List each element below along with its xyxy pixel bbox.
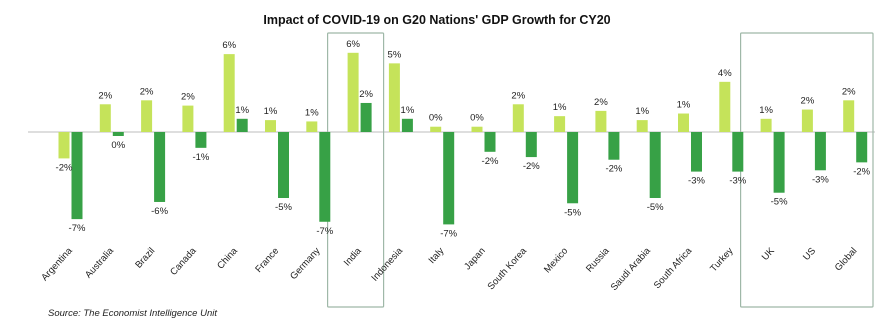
bar-global-series1 (843, 100, 855, 132)
label-south-africa-series2: -3% (688, 176, 705, 187)
label-australia-series2: 0% (111, 140, 125, 151)
label-canada-series2: -1% (192, 152, 209, 163)
bar-south-africa-series1 (678, 113, 689, 132)
bar-italy-series2 (443, 132, 455, 225)
bar-south-africa-series2 (691, 132, 702, 172)
bar-south-korea-series1 (512, 104, 524, 132)
label-indonesia-series2: 1% (401, 105, 415, 116)
label-south-africa-series1: 1% (677, 100, 691, 111)
bar-china-series2 (236, 118, 248, 132)
label-china-series1: 6% (222, 40, 236, 51)
bar-italy-series1 (430, 126, 442, 132)
bar-russia-series1 (595, 110, 607, 132)
label-turkey-series1: 4% (718, 68, 732, 79)
bar-france-series1 (265, 120, 276, 132)
bar-us-series1 (801, 109, 813, 132)
label-china-series2: 1% (235, 105, 249, 116)
label-russia-series1: 2% (594, 97, 608, 108)
bar-uk-series2 (773, 132, 785, 193)
bar-global-series2 (856, 132, 868, 163)
label-canada-series1: 2% (181, 92, 195, 103)
bar-indonesia-series2 (401, 118, 413, 132)
bar-brazil-series1 (141, 100, 153, 132)
label-global-series1: 2% (842, 86, 856, 97)
label-germany-series2: -7% (316, 226, 333, 237)
label-brazil-series2: -6% (151, 206, 168, 217)
bar-india-series1 (347, 52, 359, 132)
label-mexico-series2: -5% (564, 207, 581, 218)
label-russia-series2: -2% (605, 164, 622, 175)
bar-south-korea-series2 (525, 132, 537, 158)
bar-turkey-series1 (719, 81, 731, 132)
bar-germany-series2 (319, 132, 331, 222)
bar-uk-series1 (760, 118, 772, 132)
label-south-korea-series2: -2% (523, 161, 540, 172)
bar-china-series1 (223, 54, 235, 133)
label-italy-series1: 0% (429, 113, 443, 124)
label-france-series1: 1% (264, 106, 278, 117)
label-us-series1: 2% (801, 96, 815, 107)
label-italy-series2: -7% (440, 228, 457, 239)
bar-japan-series2 (484, 132, 496, 152)
label-uk-series1: 1% (759, 105, 773, 116)
chart-title: Impact of COVID-19 on G20 Nations' GDP G… (263, 13, 610, 27)
bar-mexico-series1 (554, 116, 566, 132)
label-germany-series1: 1% (305, 107, 319, 118)
bar-us-series2 (814, 132, 826, 171)
label-australia-series1: 2% (98, 90, 112, 101)
bar-brazil-series2 (154, 132, 166, 202)
bar-saudi-arabia-series1 (636, 120, 648, 132)
label-us-series2: -3% (812, 174, 829, 185)
label-south-korea-series1: 2% (511, 90, 525, 101)
label-india-series1: 6% (346, 39, 360, 50)
label-uk-series2: -5% (771, 197, 788, 208)
label-brazil-series1: 2% (140, 86, 154, 97)
label-indonesia-series1: 5% (388, 49, 402, 60)
label-saudi-arabia-series1: 1% (635, 106, 649, 117)
bar-saudi-arabia-series2 (649, 132, 661, 198)
bar-australia-series2 (112, 132, 124, 136)
bars (58, 52, 868, 225)
bar-mexico-series2 (567, 132, 579, 204)
bar-argentina-series1 (58, 132, 70, 159)
bar-germany-series1 (306, 121, 318, 132)
bar-russia-series2 (608, 132, 620, 160)
data-labels: -2% -7% 2% 0% 2% -6% 2% -1% 6% 1% 1% -5% 1% -7% 6% 2% 5%… (56, 39, 871, 240)
label-india-series2: 2% (359, 89, 373, 100)
label-mexico-series1: 1% (553, 102, 567, 113)
source-note: Source: The Economist Intelligence Unit (48, 308, 217, 319)
bar-france-series2 (278, 132, 289, 198)
label-france-series2: -5% (275, 202, 292, 213)
bar-indonesia-series1 (388, 63, 400, 132)
bar-turkey-series2 (732, 132, 744, 172)
bar-india-series2 (360, 102, 372, 132)
label-argentina-series2: -7% (69, 223, 86, 234)
label-japan-series1: 0% (470, 113, 484, 124)
label-turkey-series2: -3% (729, 176, 746, 187)
bar-canada-series2 (195, 132, 207, 148)
bar-canada-series1 (182, 105, 194, 132)
label-argentina-series1: -2% (56, 162, 73, 173)
label-saudi-arabia-series2: -5% (647, 202, 664, 213)
bar-japan-series1 (471, 126, 483, 132)
bar-australia-series1 (99, 104, 111, 132)
bar-argentina-series2 (71, 132, 83, 220)
label-global-series2: -2% (853, 166, 870, 177)
label-japan-series2: -2% (482, 156, 499, 167)
